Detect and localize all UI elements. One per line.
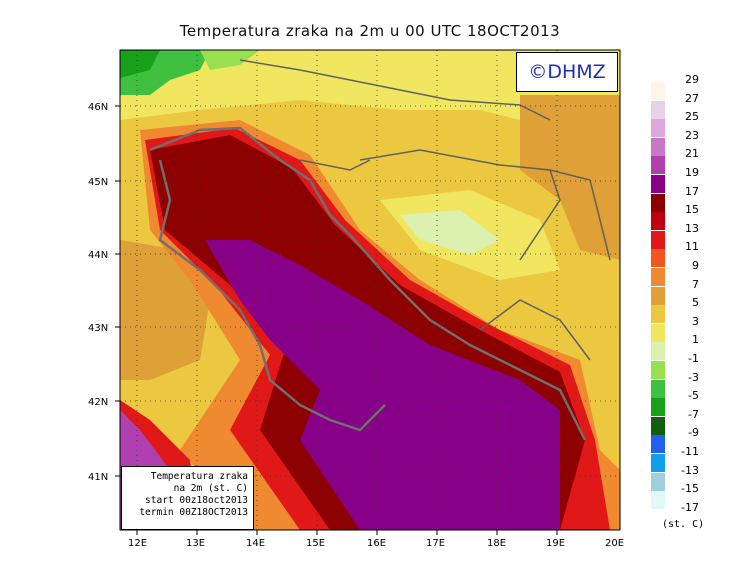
x-tick-label: 17E (426, 538, 445, 549)
legend-swatch (651, 82, 665, 100)
legend-swatch (651, 435, 665, 454)
legend-label: 29 (685, 73, 699, 86)
x-tick-label: 16E (367, 538, 386, 549)
legend-label: 17 (685, 184, 699, 198)
info-line: termin 00Z18OCT2013 (139, 507, 248, 518)
x-axis: 12E 13E 14E 15E 16E 17E 18E 19E 20E (128, 530, 624, 549)
legend-label: 7 (692, 277, 699, 291)
legend-swatch (651, 361, 665, 379)
legend-swatch (651, 305, 665, 324)
y-tick-label: 44N (88, 250, 108, 261)
y-tick-label: 46N (88, 102, 108, 113)
legend-label: -13 (681, 463, 699, 477)
legend-swatch (651, 342, 665, 361)
x-tick-label: 12E (128, 538, 147, 549)
legend-swatch (651, 119, 665, 138)
legend-label: 25 (685, 110, 699, 124)
legend-label: 21 (685, 147, 699, 161)
legend-swatch (651, 472, 665, 491)
legend-swatch (651, 212, 665, 231)
x-tick-label: 19E (546, 538, 565, 549)
legend-label: -17 (681, 500, 699, 514)
legend-unit: (st. C) (662, 519, 705, 530)
legend-label: 9 (692, 259, 699, 272)
temperature-field (120, 50, 620, 530)
legend-swatch (651, 268, 665, 286)
legend-swatch (651, 379, 665, 398)
legend-swatch (651, 416, 665, 435)
legend-label: -7 (688, 407, 699, 421)
info-line: Temperatura zraka (150, 471, 248, 482)
legend-swatch (651, 100, 665, 119)
legend-swatch (651, 323, 665, 342)
dhmz-logo: ©DHMZ (516, 52, 618, 92)
legend-swatch (651, 286, 665, 305)
map-title: Temperatura zraka na 2m u 00 UTC 18OCT20… (179, 22, 561, 40)
y-axis: 46N 45N 44N 43N 42N 41N (88, 102, 120, 483)
legend-swatch (651, 454, 665, 472)
legend-label: -1 (688, 352, 699, 365)
x-tick-label: 13E (186, 538, 205, 549)
legend-label: 23 (685, 128, 699, 142)
legend-label: 5 (692, 296, 699, 310)
y-tick-label: 41N (88, 472, 108, 483)
legend-swatch (651, 491, 665, 510)
legend-label: 3 (692, 314, 699, 328)
legend-swatch (651, 193, 665, 212)
info-line: na 2m (st. C) (173, 483, 248, 494)
info-line: start 00z18oct2013 (145, 495, 248, 506)
legend-label: 13 (685, 221, 699, 235)
x-tick-label: 15E (306, 538, 325, 549)
y-tick-label: 42N (88, 397, 108, 408)
legend-label: -11 (681, 445, 699, 458)
legend-label: 27 (685, 91, 699, 105)
legend-label: 15 (685, 203, 699, 217)
x-tick-label: 20E (605, 538, 624, 549)
x-tick-label: 14E (246, 538, 265, 549)
legend-swatch (651, 156, 665, 175)
y-tick-label: 45N (88, 177, 108, 188)
legend-swatch (651, 137, 665, 156)
legend-label: -15 (681, 482, 699, 496)
map-frame (119, 49, 621, 531)
legend-label: 11 (685, 240, 699, 254)
legend-label: -9 (688, 426, 699, 440)
info-box: Temperatura zraka na 2m (st. C) start 00… (121, 466, 254, 530)
legend-swatch (651, 230, 665, 249)
y-tick-label: 43N (88, 323, 108, 334)
legend-swatch (651, 175, 665, 193)
legend-label: -5 (688, 389, 699, 403)
legend-label: -3 (688, 370, 699, 384)
legend-label: 19 (685, 166, 699, 179)
x-tick-label: 18E (487, 538, 506, 549)
legend-swatch (651, 398, 665, 417)
legend-swatch (651, 249, 665, 268)
legend-label: 1 (692, 333, 699, 347)
